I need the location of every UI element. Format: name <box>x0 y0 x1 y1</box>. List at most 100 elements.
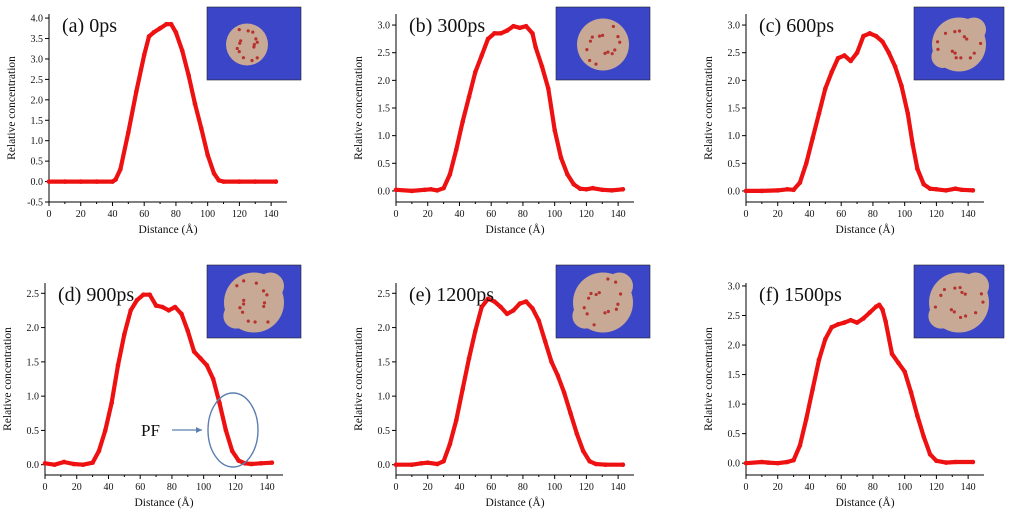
data-point <box>953 459 958 465</box>
data-point <box>896 360 901 366</box>
y-tick-label: 0.5 <box>378 426 391 437</box>
data-point <box>504 28 510 33</box>
inset-speck <box>594 62 598 66</box>
x-tick-label: 0 <box>394 209 399 220</box>
x-tick-label: 40 <box>107 209 117 220</box>
y-axis-label: Relative concentration <box>703 327 715 431</box>
data-point <box>517 25 523 31</box>
data-point <box>921 182 927 187</box>
y-tick-label: 2.5 <box>728 48 741 59</box>
panel-f: 0 20 40 60 80 100 120 140 0.0 0.5 1.0 1.5 2.0 2.5 3.0 D… <box>703 264 1005 509</box>
x-tick-label: 40 <box>454 482 464 493</box>
data-point <box>784 186 790 192</box>
data-point <box>460 386 465 392</box>
data-point <box>568 410 573 416</box>
inset-speck <box>252 42 256 47</box>
data-point <box>609 188 615 193</box>
inset-speck <box>254 37 258 41</box>
particle-snapshot-icon <box>913 264 1005 339</box>
inset-speck <box>618 40 622 44</box>
data-point <box>542 338 548 344</box>
x-tick-label: 100 <box>897 482 912 493</box>
x-tick-label: 60 <box>836 209 846 220</box>
x-tick-label: 60 <box>836 482 846 493</box>
data-point <box>921 434 927 439</box>
y-tick-label: 2.0 <box>728 341 741 352</box>
y-tick-label: 0.0 <box>378 460 391 471</box>
x-tick-label: 0 <box>43 482 48 493</box>
data-point <box>561 390 567 396</box>
inset-particle-lobe <box>572 303 598 329</box>
y-tick-label: 3.0 <box>728 21 741 32</box>
data-point <box>198 356 203 361</box>
x-tick-label: 140 <box>961 209 976 220</box>
y-tick-label: 1.0 <box>31 136 44 147</box>
y-axis-label: Relative concentration <box>703 56 715 160</box>
inset-speck <box>603 51 607 55</box>
data-point <box>603 462 608 468</box>
data-point <box>94 179 99 184</box>
data-point <box>199 126 204 131</box>
inset-speck <box>933 305 938 309</box>
data-point <box>899 83 904 89</box>
data-point <box>555 373 561 378</box>
inset-speck <box>963 314 968 318</box>
x-tick-label: 140 <box>961 482 976 493</box>
data-point <box>835 55 841 61</box>
inset-speck <box>606 50 610 54</box>
panel-c: 0 20 40 60 80 100 120 140 0.0 0.5 1.0 1.5 2.0 2.5 3.0 D… <box>703 6 1005 236</box>
inset-speck <box>616 302 620 306</box>
x-tick-label: 40 <box>804 482 814 493</box>
data-point <box>473 69 478 75</box>
data-point <box>523 299 529 304</box>
data-point <box>876 302 882 308</box>
y-tick-label: 1.0 <box>27 392 40 403</box>
data-point <box>166 308 172 313</box>
inset-particle-lobe <box>223 303 249 329</box>
pf-arrowhead <box>196 427 202 433</box>
data-point <box>492 299 497 304</box>
data-point <box>530 31 535 36</box>
inset-speck <box>588 58 592 63</box>
y-tick-label: 2.5 <box>378 48 391 59</box>
data-point <box>236 458 241 463</box>
data-point <box>434 188 440 193</box>
inset-speck <box>954 56 958 60</box>
data-point <box>743 460 749 466</box>
data-point <box>141 292 146 297</box>
inset-speck <box>262 301 267 305</box>
data-point <box>441 458 446 464</box>
data-point <box>565 172 570 177</box>
data-point <box>172 304 178 310</box>
data-point <box>96 448 102 454</box>
x-tick-label: 120 <box>929 209 944 220</box>
data-point <box>179 311 184 317</box>
x-tick-label: 120 <box>232 209 247 220</box>
data-point <box>223 428 229 433</box>
data-point <box>587 458 592 464</box>
data-point <box>504 311 510 317</box>
x-tick-label: 20 <box>423 482 433 493</box>
inset-speck <box>972 51 976 55</box>
inset-speck <box>957 29 962 33</box>
data-point <box>861 316 866 321</box>
inset-speck <box>597 34 602 38</box>
data-point <box>775 188 781 193</box>
x-tick-label: 100 <box>200 209 215 220</box>
data-point <box>784 459 790 465</box>
data-point <box>422 187 427 193</box>
data-point <box>797 443 803 448</box>
inset-speck <box>237 49 241 54</box>
data-point <box>842 53 847 58</box>
inset-speck <box>585 312 589 316</box>
x-tick-label: 20 <box>773 209 783 220</box>
data-point <box>179 48 185 54</box>
data-point <box>902 369 907 374</box>
data-point <box>211 171 217 176</box>
data-point <box>533 44 538 50</box>
inset-speck <box>611 24 615 29</box>
x-tick-label: 20 <box>76 209 86 220</box>
data-point <box>908 389 914 395</box>
data-point <box>126 130 131 135</box>
x-tick-label: 140 <box>260 482 275 493</box>
